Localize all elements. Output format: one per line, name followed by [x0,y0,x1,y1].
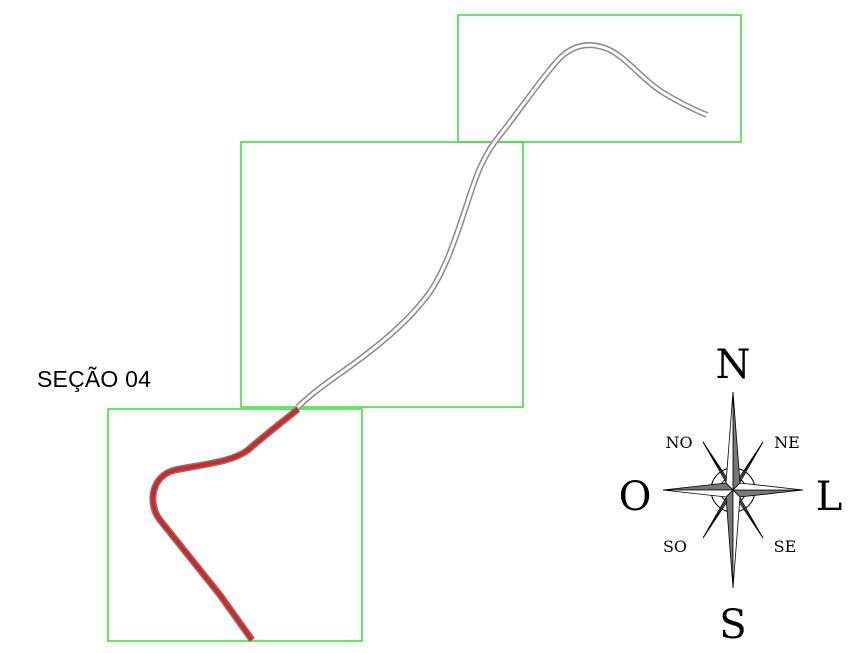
compass-label-north: N [716,342,751,388]
route-active [151,407,300,642]
compass-label-northeast: NE [774,433,800,452]
section-label: SEÇÃO 04 [37,366,152,392]
route-inactive-outline [295,42,709,410]
compass-label-east: L [816,474,843,520]
sheet-frame-3-active [107,408,363,642]
compass-label-northwest: NO [665,433,692,452]
compass-rose: N S L O NE NO SE SO [619,342,843,648]
compass-label-southeast: SE [774,537,797,556]
route-inactive-inner [296,43,708,409]
compass-label-southwest: SO [663,537,687,556]
compass-label-west: O [619,474,652,520]
compass-label-south: S [719,602,746,648]
sheet-frame-1 [457,14,742,143]
compass-cardinal-points [662,391,804,589]
sheet-frame-2 [240,141,524,408]
